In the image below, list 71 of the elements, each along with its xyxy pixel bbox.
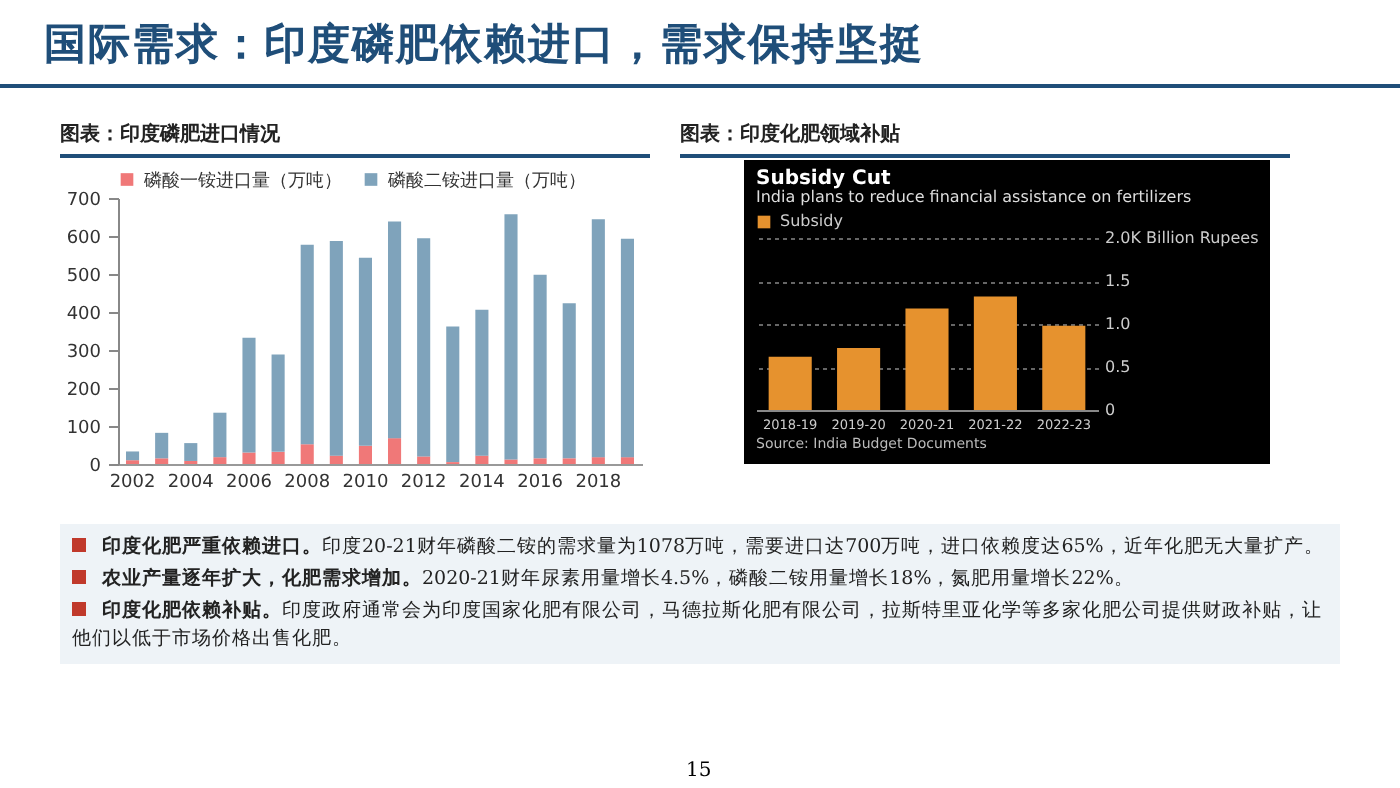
y-tick-label: 2.0K Billion Rupees bbox=[1105, 229, 1259, 247]
bar bbox=[446, 326, 460, 463]
bar bbox=[417, 456, 431, 464]
text: 农业产量逐年扩大，化肥需求增加。2020-21财年尿素用量增长4.5%，磷酸二铵用量增长18%，氮肥用量增长22%。 bbox=[100, 566, 1136, 594]
bar bbox=[475, 309, 489, 456]
y-tick-label: 700 bbox=[66, 191, 102, 211]
text: 国际需求：印度磷肥依赖进口，需求保持坚挺 bbox=[44, 18, 924, 72]
bar bbox=[300, 244, 314, 445]
bar bbox=[562, 303, 576, 459]
bar bbox=[155, 458, 169, 464]
bar bbox=[126, 451, 140, 461]
bar bbox=[533, 458, 547, 464]
bar bbox=[358, 257, 372, 446]
bar bbox=[388, 438, 402, 464]
y-tick-label: 0.5 bbox=[1105, 358, 1131, 376]
text: 15 bbox=[686, 760, 712, 782]
y-tick-label: 600 bbox=[66, 229, 102, 249]
bar bbox=[213, 457, 227, 464]
bar bbox=[768, 356, 812, 410]
x-tick-label: 2018 bbox=[575, 473, 622, 493]
text: 印度化肥依赖补贴。印度政府通常会为印度国家化肥有限公司，马德拉斯化肥有限公司，拉斯特里亚化学等多家化肥公司提供财政补贴，让他们以低于市场价格出售化肥。 bbox=[72, 598, 1324, 654]
bar bbox=[533, 274, 547, 459]
bar bbox=[620, 457, 634, 464]
x-tick-label: 2016 bbox=[517, 473, 564, 493]
x-tick-label: 2012 bbox=[400, 473, 447, 493]
bar bbox=[591, 457, 605, 464]
bar bbox=[358, 445, 372, 464]
text: India plans to reduce financial assistance on fertilizers bbox=[756, 188, 1192, 206]
bar bbox=[271, 451, 285, 464]
y-tick-label: 400 bbox=[66, 305, 102, 325]
legend-label: 磷酸一铵进口量（万吨） bbox=[142, 169, 342, 192]
bar bbox=[475, 455, 489, 464]
y-tick-label: 0 bbox=[1105, 401, 1116, 419]
y-tick-label: 1.0 bbox=[1105, 315, 1131, 333]
bar bbox=[242, 452, 256, 464]
legend-label: Subsidy bbox=[780, 212, 844, 230]
bar bbox=[973, 296, 1017, 410]
bar bbox=[837, 348, 881, 410]
y-tick-label: 100 bbox=[66, 419, 102, 439]
bar bbox=[271, 354, 285, 452]
bar bbox=[504, 214, 518, 460]
bar bbox=[242, 337, 256, 453]
bar bbox=[562, 458, 576, 464]
bar bbox=[591, 219, 605, 458]
x-tick-label: 2002 bbox=[109, 473, 156, 493]
text: 印度化肥严重依赖进口。印度20-21财年磷酸二铵的需求量为1078万吨，需要进口达700万吨，进口依赖度达65%，近年化肥无大量扩产。 bbox=[100, 534, 1326, 562]
y-tick-label: 1.5 bbox=[1105, 272, 1131, 290]
x-tick-label: 2004 bbox=[167, 473, 215, 493]
y-tick-label: 500 bbox=[66, 267, 102, 287]
x-tick-label: 2008 bbox=[284, 473, 331, 493]
y-tick-label: 200 bbox=[66, 381, 102, 401]
bar bbox=[155, 432, 169, 459]
bar bbox=[388, 221, 402, 439]
bar bbox=[329, 455, 343, 464]
x-tick-label: 2010 bbox=[342, 473, 389, 493]
bar bbox=[329, 240, 343, 456]
y-tick-label: 300 bbox=[66, 343, 102, 363]
bar bbox=[1042, 325, 1086, 410]
chart-subtitle: Subsidy Cut bbox=[756, 168, 891, 190]
y-tick-label: 0 bbox=[89, 457, 102, 477]
legend-label: 磷酸二铵进口量（万吨） bbox=[386, 169, 586, 192]
x-tick-label: 2014 bbox=[458, 473, 506, 493]
bar bbox=[300, 444, 314, 464]
chart-title: 图表：印度磷肥进口情况 bbox=[60, 120, 650, 158]
chart-title: 图表：印度化肥领域补贴 bbox=[680, 120, 1290, 158]
bar bbox=[417, 238, 431, 457]
bar bbox=[905, 308, 949, 410]
bar bbox=[213, 412, 227, 458]
x-tick-label: 2006 bbox=[226, 473, 273, 493]
bar bbox=[620, 238, 634, 458]
bar bbox=[184, 443, 198, 461]
